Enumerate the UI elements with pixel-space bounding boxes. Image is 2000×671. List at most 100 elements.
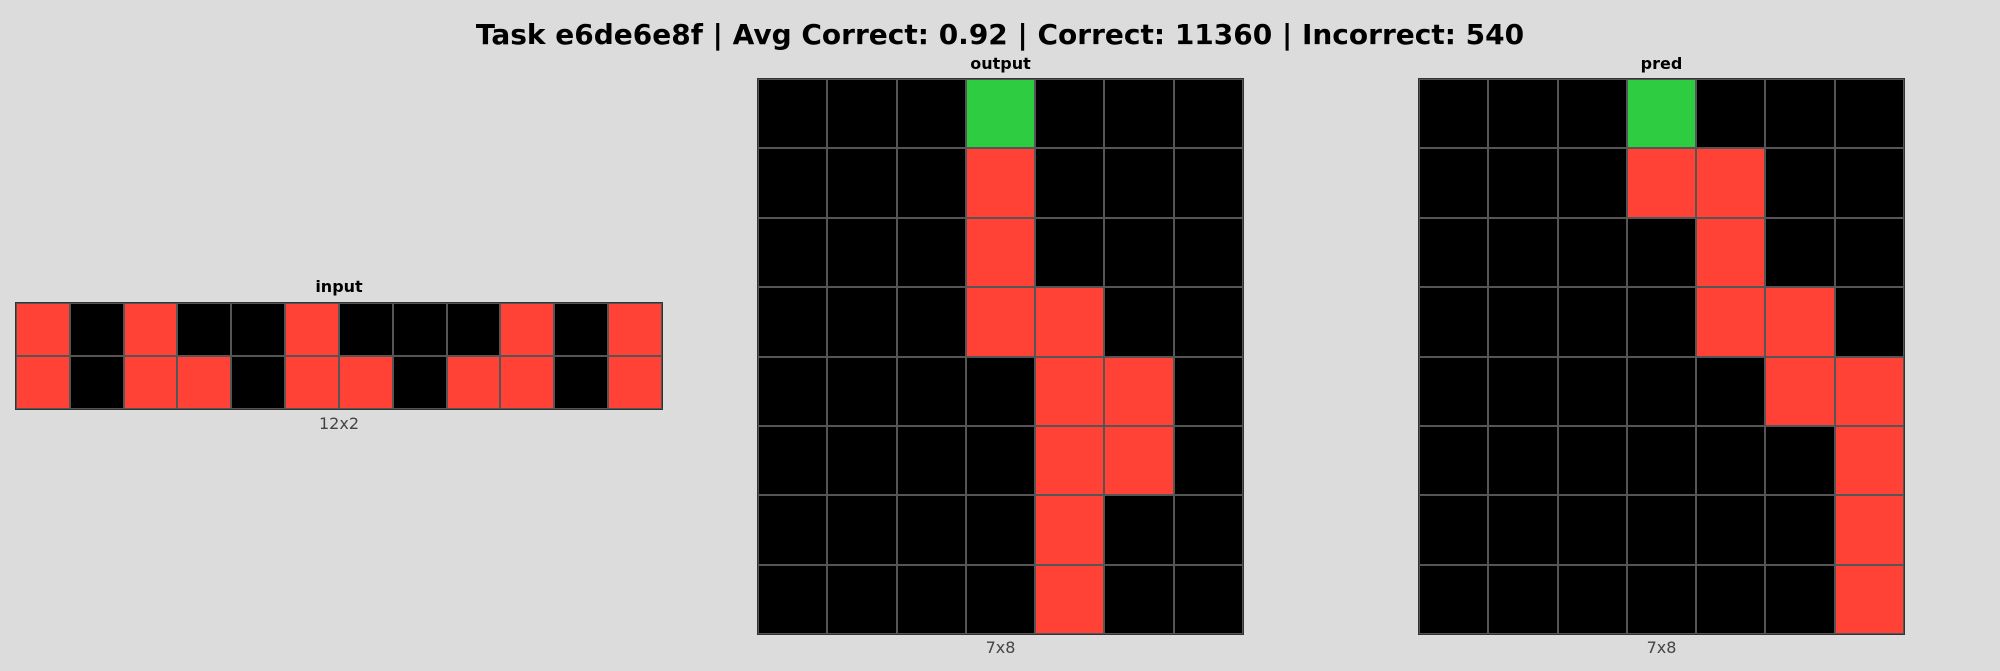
output-cell <box>896 217 966 288</box>
output-cell <box>896 287 966 357</box>
input-cell <box>69 356 124 409</box>
pred-cell <box>1488 287 1558 357</box>
output-cell <box>1104 356 1174 426</box>
pred-cell <box>1488 425 1558 496</box>
output-cell <box>1035 148 1105 218</box>
pred-cell <box>1626 287 1697 357</box>
input-cell <box>554 356 609 409</box>
pred-cell <box>1419 425 1489 496</box>
pred-cell <box>1696 148 1766 218</box>
output-cell <box>1104 148 1174 218</box>
pred-cell <box>1557 217 1627 288</box>
input-cell <box>177 356 232 409</box>
output-cell <box>1104 425 1174 496</box>
output-cell <box>758 287 828 357</box>
pred-cell <box>1834 356 1904 426</box>
input-cell <box>16 303 70 356</box>
pred-cell <box>1696 425 1766 496</box>
output-cell <box>965 356 1036 426</box>
pred-cell <box>1834 79 1904 149</box>
pred-cell <box>1765 425 1835 496</box>
output-cell <box>1104 287 1174 357</box>
pred-cell <box>1419 217 1489 288</box>
output-cell <box>896 425 966 496</box>
input-dims-label: 12x2 <box>318 414 359 433</box>
output-cell <box>758 217 828 288</box>
pred-cell <box>1765 495 1835 565</box>
input-cell <box>608 303 662 356</box>
output-cell <box>1173 425 1243 496</box>
pred-cell <box>1488 356 1558 426</box>
output-cell <box>827 564 897 634</box>
pred-cell <box>1626 564 1697 634</box>
output-cell <box>1173 564 1243 634</box>
output-dims-label: 7x8 <box>985 638 1016 657</box>
output-grid <box>757 78 1244 635</box>
input-cell <box>177 303 232 356</box>
output-cell <box>1173 217 1243 288</box>
pred-cell <box>1557 148 1627 218</box>
output-cell <box>758 356 828 426</box>
input-cell <box>500 303 555 356</box>
pred-cell <box>1557 356 1627 426</box>
pred-cell <box>1834 148 1904 218</box>
input-cell <box>446 303 501 356</box>
input-cell <box>554 303 609 356</box>
output-cell <box>758 425 828 496</box>
pred-cell <box>1834 287 1904 357</box>
output-cell <box>1173 356 1243 426</box>
pred-cell <box>1488 495 1558 565</box>
pred-cell <box>1834 217 1904 288</box>
pred-cell <box>1696 217 1766 288</box>
output-cell <box>1035 217 1105 288</box>
pred-cell <box>1834 425 1904 496</box>
pred-cell <box>1557 79 1627 149</box>
pred-cell <box>1488 79 1558 149</box>
output-cell <box>896 564 966 634</box>
output-cell <box>1035 495 1105 565</box>
output-panel-title: output <box>970 54 1031 73</box>
output-cell <box>1035 425 1105 496</box>
pred-cell <box>1419 495 1489 565</box>
figure-title: Task e6de6e8f | Avg Correct: 0.92 | Corr… <box>475 18 1525 51</box>
input-cell <box>285 356 339 409</box>
output-cell <box>758 564 828 634</box>
input-cell <box>285 303 339 356</box>
input-grid <box>15 302 663 410</box>
output-cell <box>896 79 966 149</box>
output-cell <box>1035 564 1105 634</box>
output-cell <box>1104 495 1174 565</box>
output-cell <box>827 425 897 496</box>
pred-cell <box>1765 356 1835 426</box>
pred-cell <box>1696 356 1766 426</box>
pred-cell <box>1488 148 1558 218</box>
output-cell <box>758 79 828 149</box>
pred-cell <box>1488 217 1558 288</box>
pred-cell <box>1765 564 1835 634</box>
pred-grid <box>1418 78 1905 635</box>
output-cell <box>965 287 1036 357</box>
output-cell <box>758 495 828 565</box>
pred-cell <box>1557 425 1627 496</box>
output-cell <box>965 495 1036 565</box>
input-cell <box>69 303 124 356</box>
output-cell <box>827 287 897 357</box>
input-cell <box>231 356 286 409</box>
pred-cell <box>1696 495 1766 565</box>
input-cell <box>338 356 393 409</box>
pred-cell <box>1557 564 1627 634</box>
input-cell <box>446 356 501 409</box>
pred-cell <box>1557 287 1627 357</box>
pred-cell <box>1626 425 1697 496</box>
output-cell <box>896 495 966 565</box>
output-cell <box>1035 79 1105 149</box>
output-cell <box>827 217 897 288</box>
output-cell <box>965 79 1036 149</box>
output-cell <box>827 79 897 149</box>
pred-cell <box>1696 287 1766 357</box>
pred-cell <box>1696 79 1766 149</box>
output-cell <box>758 148 828 218</box>
pred-cell <box>1765 148 1835 218</box>
output-cell <box>965 148 1036 218</box>
pred-panel-title: pred <box>1640 54 1683 73</box>
